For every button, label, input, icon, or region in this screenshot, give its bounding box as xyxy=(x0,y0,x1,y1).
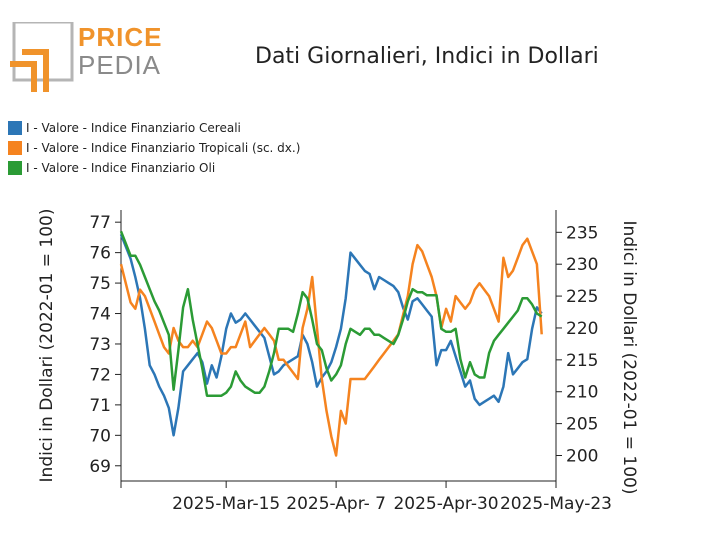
legend-item-cereali[interactable]: I - Valore - Indice Finanziario Cereali xyxy=(8,118,300,138)
y-left-tick-label: 70 xyxy=(89,426,111,446)
series-line-tropicali xyxy=(119,237,543,457)
logo-word-price: PRICE xyxy=(78,22,163,52)
legend-swatch-tropicali xyxy=(8,141,22,155)
x-tick-label: 2025-Apr-30 xyxy=(393,494,498,514)
series-line-cereali xyxy=(119,233,543,437)
y-right-tick-label: 225 xyxy=(566,287,598,307)
y-left-tick-label: 74 xyxy=(89,305,111,325)
x-tick-label: 2025-Apr- 7 xyxy=(286,494,386,514)
x-tick-label: 2025-Mar-15 xyxy=(172,494,280,514)
y-right-tick-label: 215 xyxy=(566,351,598,371)
y-right-tick-label: 210 xyxy=(566,383,598,403)
logo-word-pedia: PEDIA xyxy=(78,50,162,80)
y-left-tick-label: 69 xyxy=(89,457,111,477)
y-left-tick-label: 72 xyxy=(89,365,111,385)
logo-mark-icon xyxy=(10,20,74,92)
y-left-tick-label: 76 xyxy=(89,244,111,264)
y-right-axis-title: Indici in Dollari (2022-01 = 100) xyxy=(619,221,639,495)
legend-label-cereali: I - Valore - Indice Finanziario Cereali xyxy=(26,121,241,135)
legend-swatch-oli xyxy=(8,161,22,175)
y-right-tick-label: 205 xyxy=(566,415,598,435)
y-left-tick-label: 77 xyxy=(89,213,111,233)
y-right-tick-label: 230 xyxy=(566,255,598,275)
legend-item-tropicali[interactable]: I - Valore - Indice Finanziario Tropical… xyxy=(8,138,300,158)
y-left-tick-label: 75 xyxy=(89,274,111,294)
legend-item-oli[interactable]: I - Valore - Indice Finanziario Oli xyxy=(8,158,300,178)
pricepedia-logo: PRICE PEDIA xyxy=(8,20,162,94)
chart-title: Dati Giornalieri, Indici in Dollari xyxy=(255,44,599,69)
legend-label-oli: I - Valore - Indice Finanziario Oli xyxy=(26,161,216,175)
y-right-tick-label: 200 xyxy=(566,446,598,466)
y-left-tick-label: 71 xyxy=(89,396,111,416)
y-right-tick-label: 235 xyxy=(566,223,598,243)
y-left-axis-title: Indici in Dollari (2022-01 = 100) xyxy=(37,209,57,483)
legend: I - Valore - Indice Finanziario Cereali … xyxy=(8,118,300,178)
x-tick-label: 2025-May-23 xyxy=(500,494,612,514)
y-right-tick-label: 220 xyxy=(566,319,598,339)
legend-swatch-cereali xyxy=(8,121,22,135)
legend-label-tropicali: I - Valore - Indice Finanziario Tropical… xyxy=(26,141,301,155)
y-left-tick-label: 73 xyxy=(89,335,111,355)
series-line-oli xyxy=(119,230,543,397)
